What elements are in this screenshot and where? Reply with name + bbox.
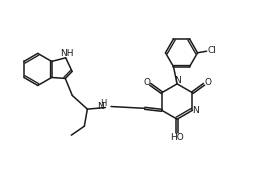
Text: N: N: [97, 102, 104, 111]
Text: N: N: [193, 106, 199, 115]
Text: N: N: [174, 76, 181, 85]
Text: HO: HO: [170, 133, 184, 142]
Text: H: H: [100, 99, 106, 108]
Text: NH: NH: [61, 49, 74, 58]
Text: Cl: Cl: [208, 46, 217, 55]
Text: O: O: [143, 78, 150, 87]
Text: O: O: [204, 78, 211, 87]
